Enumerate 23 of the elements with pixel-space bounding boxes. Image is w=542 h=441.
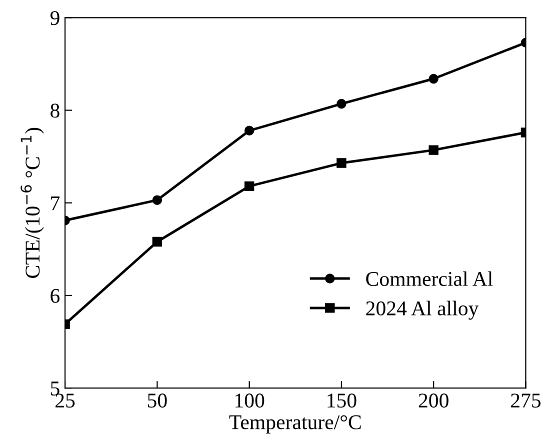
legend-label: 2024 Al alloy [366,300,479,320]
y-axis-title: CTE/(10$^{−6}$ °C$^{−1}$) [20,128,44,278]
point [428,74,438,84]
x-tick-label: 200 [418,394,448,408]
x-tick-label: 25 [56,394,75,408]
x-tick-label: 100 [236,394,264,408]
x-tick-label: 150 [328,394,356,408]
point [428,145,438,155]
point [336,98,346,109]
point [336,158,346,168]
point [152,195,162,205]
y-tick-label: 6 [50,288,60,303]
y-tick-label: 8 [50,104,60,118]
y-tick-label: 9 [50,11,60,26]
y-tick-label: 7 [51,196,60,210]
legend-label: Commercial Al [366,271,493,286]
point [152,236,162,247]
x-tick-label: 275 [511,394,541,408]
x-axis-title: Temperature/°C [229,415,361,434]
y-tick-label: 5 [50,382,60,396]
x-tick-label: 50 [148,394,167,408]
point [244,181,254,192]
point [244,126,254,136]
